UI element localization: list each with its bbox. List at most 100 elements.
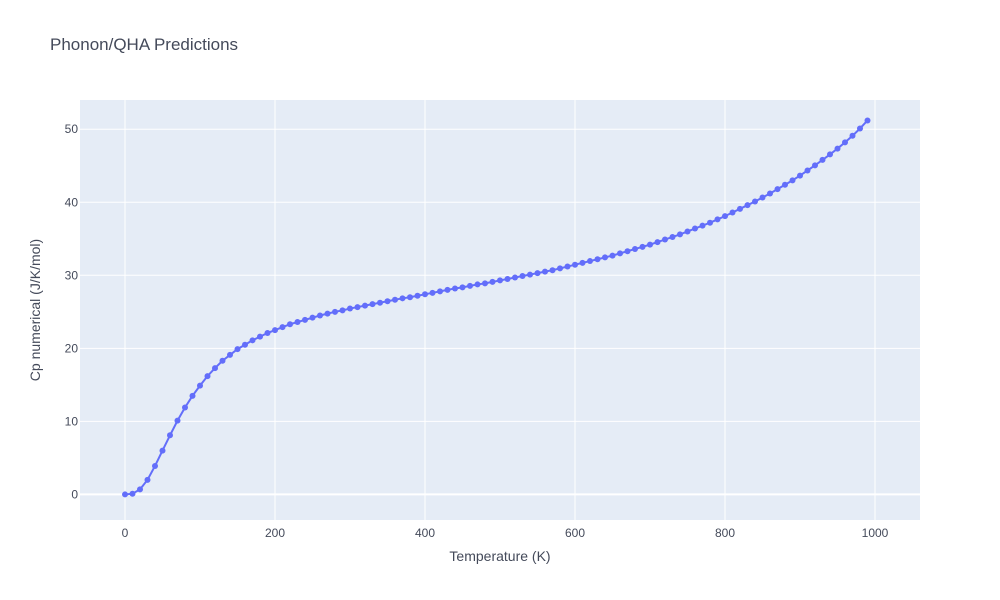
data-point[interactable] xyxy=(347,305,353,312)
data-point[interactable] xyxy=(294,319,301,326)
data-point[interactable] xyxy=(534,270,541,277)
data-point[interactable] xyxy=(137,486,143,493)
data-point[interactable] xyxy=(767,190,773,197)
data-point[interactable] xyxy=(182,404,188,411)
data-point[interactable] xyxy=(414,292,421,299)
data-point[interactable] xyxy=(849,132,856,139)
data-point[interactable] xyxy=(684,228,691,235)
data-point[interactable] xyxy=(339,307,346,314)
data-point[interactable] xyxy=(332,308,338,315)
data-point[interactable] xyxy=(287,321,293,328)
data-point[interactable] xyxy=(212,365,218,372)
data-point[interactable] xyxy=(369,301,376,308)
data-point[interactable] xyxy=(707,219,713,226)
data-point[interactable] xyxy=(639,243,646,250)
data-point[interactable] xyxy=(579,259,586,266)
data-point[interactable] xyxy=(722,213,728,220)
data-point[interactable] xyxy=(632,246,638,253)
data-point[interactable] xyxy=(512,274,518,281)
data-point[interactable] xyxy=(602,254,608,261)
data-point[interactable] xyxy=(354,304,361,311)
data-point[interactable] xyxy=(197,382,203,389)
data-point[interactable] xyxy=(834,145,841,152)
data-point[interactable] xyxy=(572,261,578,268)
data-point[interactable] xyxy=(452,285,458,292)
data-point[interactable] xyxy=(474,281,481,288)
data-point[interactable] xyxy=(557,265,563,272)
data-point[interactable] xyxy=(234,346,241,353)
data-point[interactable] xyxy=(249,337,256,344)
data-point[interactable] xyxy=(654,239,661,246)
data-point[interactable] xyxy=(317,312,323,319)
data-point[interactable] xyxy=(647,241,653,248)
data-point[interactable] xyxy=(609,252,616,259)
data-point[interactable] xyxy=(399,295,406,302)
data-point[interactable] xyxy=(189,392,196,399)
data-point[interactable] xyxy=(482,280,488,287)
data-point[interactable] xyxy=(519,273,526,280)
data-point[interactable] xyxy=(594,256,601,263)
data-point[interactable] xyxy=(279,324,286,331)
data-point[interactable] xyxy=(324,310,331,317)
data-point[interactable] xyxy=(422,291,428,298)
data-point[interactable] xyxy=(152,462,158,469)
data-point[interactable] xyxy=(242,341,248,348)
data-point[interactable] xyxy=(174,417,181,424)
data-point[interactable] xyxy=(669,233,676,240)
data-point[interactable] xyxy=(864,117,871,124)
data-point[interactable] xyxy=(857,125,863,132)
data-point[interactable] xyxy=(444,286,451,293)
data-point[interactable] xyxy=(819,156,826,163)
data-point[interactable] xyxy=(219,357,226,364)
data-point[interactable] xyxy=(429,289,436,296)
data-point[interactable] xyxy=(144,476,151,483)
data-point[interactable] xyxy=(377,299,383,306)
data-point[interactable] xyxy=(302,316,308,323)
data-point[interactable] xyxy=(437,288,443,295)
data-point[interactable] xyxy=(729,209,736,216)
data-point[interactable] xyxy=(774,186,781,193)
data-point[interactable] xyxy=(489,278,496,285)
data-point[interactable] xyxy=(467,282,473,289)
data-point[interactable] xyxy=(257,333,263,340)
data-point[interactable] xyxy=(737,205,743,212)
data-point[interactable] xyxy=(789,177,796,184)
data-point[interactable] xyxy=(692,225,698,232)
data-point[interactable] xyxy=(504,275,511,282)
data-point[interactable] xyxy=(827,151,833,158)
data-point[interactable] xyxy=(309,314,316,321)
data-point[interactable] xyxy=(812,162,818,169)
data-point[interactable] xyxy=(497,277,503,284)
data-point[interactable] xyxy=(407,294,413,301)
data-point[interactable] xyxy=(752,198,758,205)
data-point[interactable] xyxy=(662,236,668,243)
data-point[interactable] xyxy=(797,172,803,179)
data-point[interactable] xyxy=(744,202,751,209)
data-point[interactable] xyxy=(167,432,173,439)
data-point[interactable] xyxy=(384,298,391,305)
data-point[interactable] xyxy=(272,327,278,334)
data-point[interactable] xyxy=(549,267,556,274)
data-point[interactable] xyxy=(129,490,136,497)
data-point[interactable] xyxy=(759,194,766,201)
data-point[interactable] xyxy=(542,268,548,275)
data-point[interactable] xyxy=(564,263,571,270)
data-point[interactable] xyxy=(204,373,211,380)
data-point[interactable] xyxy=(624,248,631,255)
data-point[interactable] xyxy=(842,139,848,146)
data-point[interactable] xyxy=(699,222,706,229)
data-point[interactable] xyxy=(587,258,593,265)
data-point[interactable] xyxy=(617,250,623,257)
data-point[interactable] xyxy=(122,491,128,498)
data-point[interactable] xyxy=(714,216,721,223)
data-point[interactable] xyxy=(227,351,233,358)
data-point[interactable] xyxy=(459,284,466,291)
data-point[interactable] xyxy=(362,302,368,309)
data-point[interactable] xyxy=(804,167,811,174)
data-point[interactable] xyxy=(527,271,533,278)
data-point[interactable] xyxy=(677,231,683,238)
data-point[interactable] xyxy=(264,330,271,337)
data-point[interactable] xyxy=(782,181,788,188)
data-point[interactable] xyxy=(392,296,398,303)
data-point[interactable] xyxy=(159,447,166,454)
